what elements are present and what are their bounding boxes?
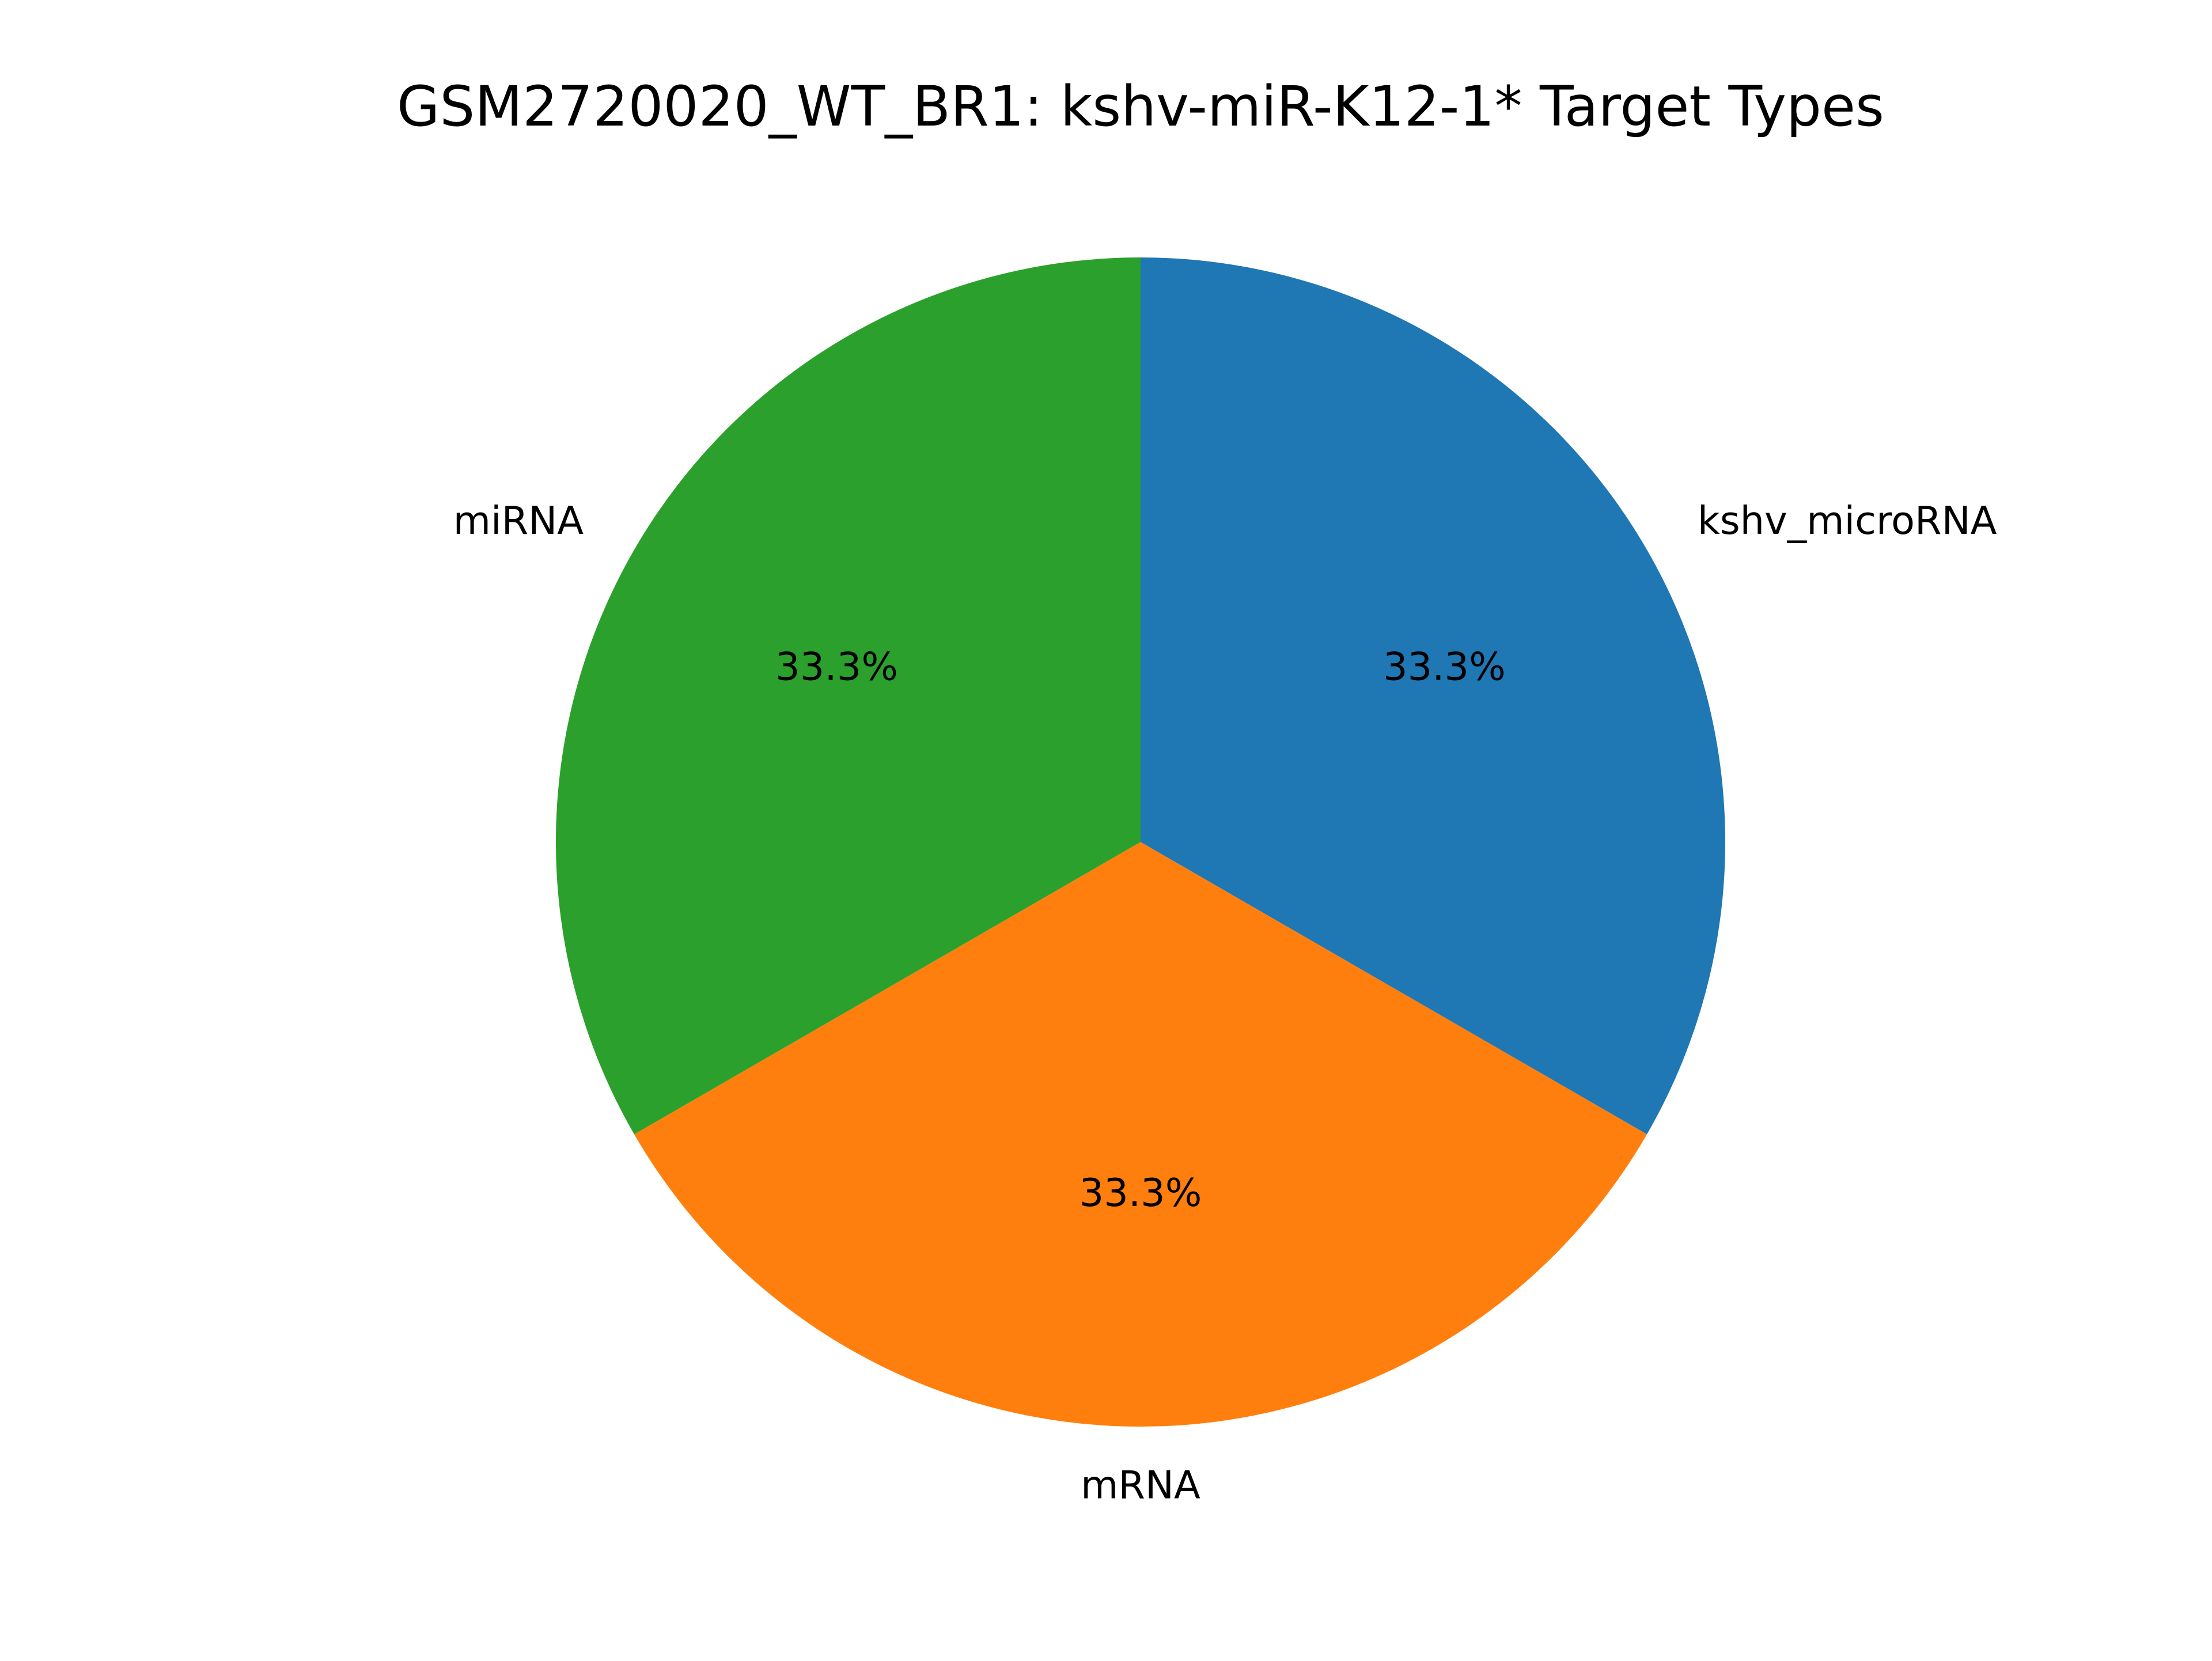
pie-slice-kshv-microrna [1141, 257, 1726, 1135]
slice-percentage-label: 33.3% [775, 644, 898, 689]
pie-slice-mirna [555, 257, 1141, 1135]
pie-slices [555, 257, 1726, 1427]
slice-percentage-label: 33.3% [1080, 1170, 1202, 1215]
slice-label: mRNA [1081, 1463, 1200, 1508]
slice-label: miRNA [453, 498, 584, 543]
chart-title: GSM2720020_WT_BR1: kshv-miR-K12-1* Targe… [397, 74, 1884, 139]
slice-label: kshv_microRNA [1698, 498, 1997, 543]
pie-slice-mrna [634, 842, 1647, 1427]
pie-labels: kshv_microRNA 33.3% mRNA 33.3% miRNA 33.3% [453, 498, 1997, 1508]
slice-percentage-label: 33.3% [1383, 644, 1506, 689]
